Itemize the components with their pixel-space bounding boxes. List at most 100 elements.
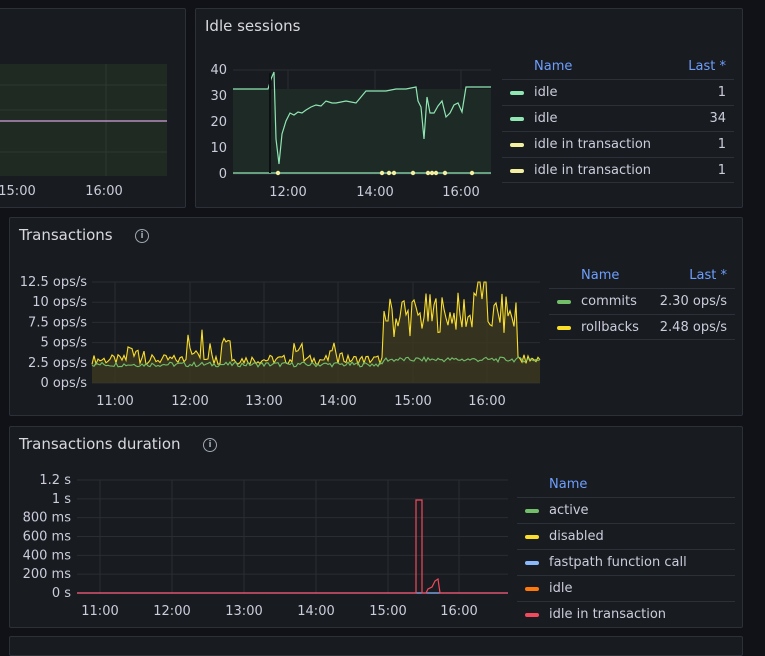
y-tick-label: 600 ms: [23, 530, 72, 545]
info-icon[interactable]: i: [135, 229, 149, 243]
transactions-duration-panel[interactable]: Transactions duration i 1.2 s 1 s 800 ms 60…: [9, 426, 743, 628]
y-tick-label: 12.5 ops/s: [20, 275, 87, 290]
y-tick-label: 1 s: [52, 492, 71, 507]
legend-row[interactable]: rollbacks 2.48 ops/s: [549, 314, 735, 340]
idle-sessions-chart: 40 30 20 10 0 12:00 14:00 16:00: [210, 63, 491, 200]
y-tick-label: 0 s: [52, 586, 71, 601]
transactions-panel[interactable]: Transactions i 12.5 ops/s 10 ops/s 7.5 ops…: [9, 217, 743, 416]
legend-series-name: idle: [534, 85, 558, 100]
y-tick-label: 5 ops/s: [40, 336, 87, 351]
x-tick-label: 12:00: [153, 604, 190, 619]
x-tick-label: 15:00: [369, 604, 406, 619]
panel-title: Transactions duration: [19, 435, 181, 453]
x-tick-label: 15:00: [394, 394, 431, 409]
transactions-legend: Name Last * commits 2.30 ops/s rollbacks…: [549, 266, 735, 346]
x-tick-label: 12:00: [171, 394, 208, 409]
partial-panel-left: 15:00 16:00: [0, 8, 186, 208]
y-tick-label: 1.2 s: [39, 473, 71, 488]
legend-row[interactable]: idle in transaction 1: [502, 131, 734, 157]
partial-chart: 15:00 16:00: [0, 64, 167, 199]
rollbacks-area: [92, 282, 540, 383]
legend-row[interactable]: fastpath function call: [517, 549, 735, 575]
transactions-chart: 12.5 ops/s 10 ops/s 7.5 ops/s 5 ops/s 2.5 op…: [20, 275, 541, 409]
idle-in-transaction-point: [442, 170, 448, 176]
idle-series-fill: [233, 89, 491, 173]
legend-series-name: idle in transaction: [549, 607, 667, 622]
panel-title: Idle sessions: [205, 17, 301, 35]
x-tick-label: 11:00: [96, 394, 133, 409]
legend-header-name[interactable]: Name: [549, 477, 588, 492]
legend-row[interactable]: disabled: [517, 523, 735, 549]
transactions-duration-legend: Name active disabled fastpath function c…: [517, 475, 735, 625]
legend-row[interactable]: idle: [517, 575, 735, 601]
legend-header-last[interactable]: Last *: [688, 59, 726, 74]
panel-title: Transactions: [19, 226, 113, 244]
legend-series-name: rollbacks: [581, 320, 639, 335]
x-tick-label: 16:00: [440, 604, 477, 619]
legend-swatch: [510, 143, 524, 147]
legend-row[interactable]: idle 1: [502, 79, 734, 105]
idle-in-transaction-line: [77, 499, 508, 594]
legend-swatch: [510, 169, 524, 173]
y-tick-label: 10: [210, 141, 227, 156]
legend-swatch: [525, 613, 539, 617]
legend-series-name: idle: [549, 581, 573, 596]
legend-series-name: fastpath function call: [549, 555, 687, 570]
legend-header-name[interactable]: Name: [581, 268, 620, 283]
legend-series-name: active: [549, 503, 589, 518]
idle-sessions-panel[interactable]: Idle sessions 40 30 20 10 0 12:00 14:00 16:00 …: [195, 8, 743, 208]
legend-swatch: [525, 561, 539, 565]
y-tick-label: 20: [210, 115, 227, 130]
legend-series-value: 34: [709, 111, 726, 126]
x-tick-label: 16:00: [85, 184, 122, 199]
idle-in-transaction-point: [469, 170, 475, 176]
legend-row[interactable]: idle in transaction: [517, 601, 735, 625]
next-panel-edge: [9, 636, 743, 656]
y-tick-label: 400 ms: [23, 548, 72, 563]
x-tick-label: 12:00: [269, 185, 306, 200]
legend-series-value: 2.48 ops/s: [659, 320, 727, 335]
legend-header-last[interactable]: Last *: [689, 268, 727, 283]
legend-swatch: [525, 535, 539, 539]
x-tick-label: 16:00: [442, 185, 479, 200]
legend-row[interactable]: commits 2.30 ops/s: [549, 288, 735, 314]
legend-swatch: [525, 587, 539, 591]
x-tick-label: 13:00: [225, 604, 262, 619]
legend-series-value: 1: [717, 85, 726, 100]
y-tick-label: 2.5 ops/s: [28, 356, 87, 371]
idle-in-transaction-point: [433, 170, 439, 176]
legend-series-name: idle: [534, 111, 558, 126]
x-tick-label: 14:00: [319, 394, 356, 409]
idle-in-transaction-point: [429, 170, 435, 176]
y-tick-label: 800 ms: [23, 511, 72, 526]
idle-in-transaction-point: [391, 170, 397, 176]
legend-row[interactable]: idle 34: [502, 105, 734, 131]
legend-row[interactable]: active: [517, 497, 735, 523]
idle-in-transaction-point: [410, 170, 416, 176]
rollbacks-line: [91, 281, 541, 366]
legend-header-name[interactable]: Name: [534, 59, 573, 74]
legend-swatch: [525, 509, 539, 513]
x-tick-label: 11:00: [81, 604, 118, 619]
idle-in-transaction-point: [379, 170, 385, 176]
idle-in-transaction-point: [386, 170, 392, 176]
legend-series-value: 1: [717, 163, 726, 178]
idle-sessions-legend: Name Last * idle 1 idle 34 idle in trans…: [502, 57, 734, 187]
legend-series-name: idle in transaction: [534, 163, 652, 178]
commits-line: [91, 355, 541, 368]
idle-in-transaction-point: [425, 170, 431, 176]
legend-swatch: [510, 117, 524, 121]
x-tick-label: 16:00: [468, 394, 505, 409]
transactions-duration-chart: 1.2 s 1 s 800 ms 600 ms 400 ms 200 ms 0 s 11:0…: [23, 473, 508, 619]
x-tick-label: 15:00: [0, 184, 36, 199]
legend-row[interactable]: idle in transaction 1: [502, 157, 734, 183]
legend-swatch: [557, 326, 571, 330]
legend-swatch: [510, 91, 524, 95]
y-tick-label: 40: [210, 63, 227, 78]
partial-chart-area: [0, 64, 167, 176]
y-tick-label: 7.5 ops/s: [28, 315, 87, 330]
info-icon[interactable]: i: [203, 438, 217, 452]
legend-series-value: 1: [717, 137, 726, 152]
legend-series-name: disabled: [549, 529, 604, 544]
y-tick-label: 10 ops/s: [32, 295, 87, 310]
